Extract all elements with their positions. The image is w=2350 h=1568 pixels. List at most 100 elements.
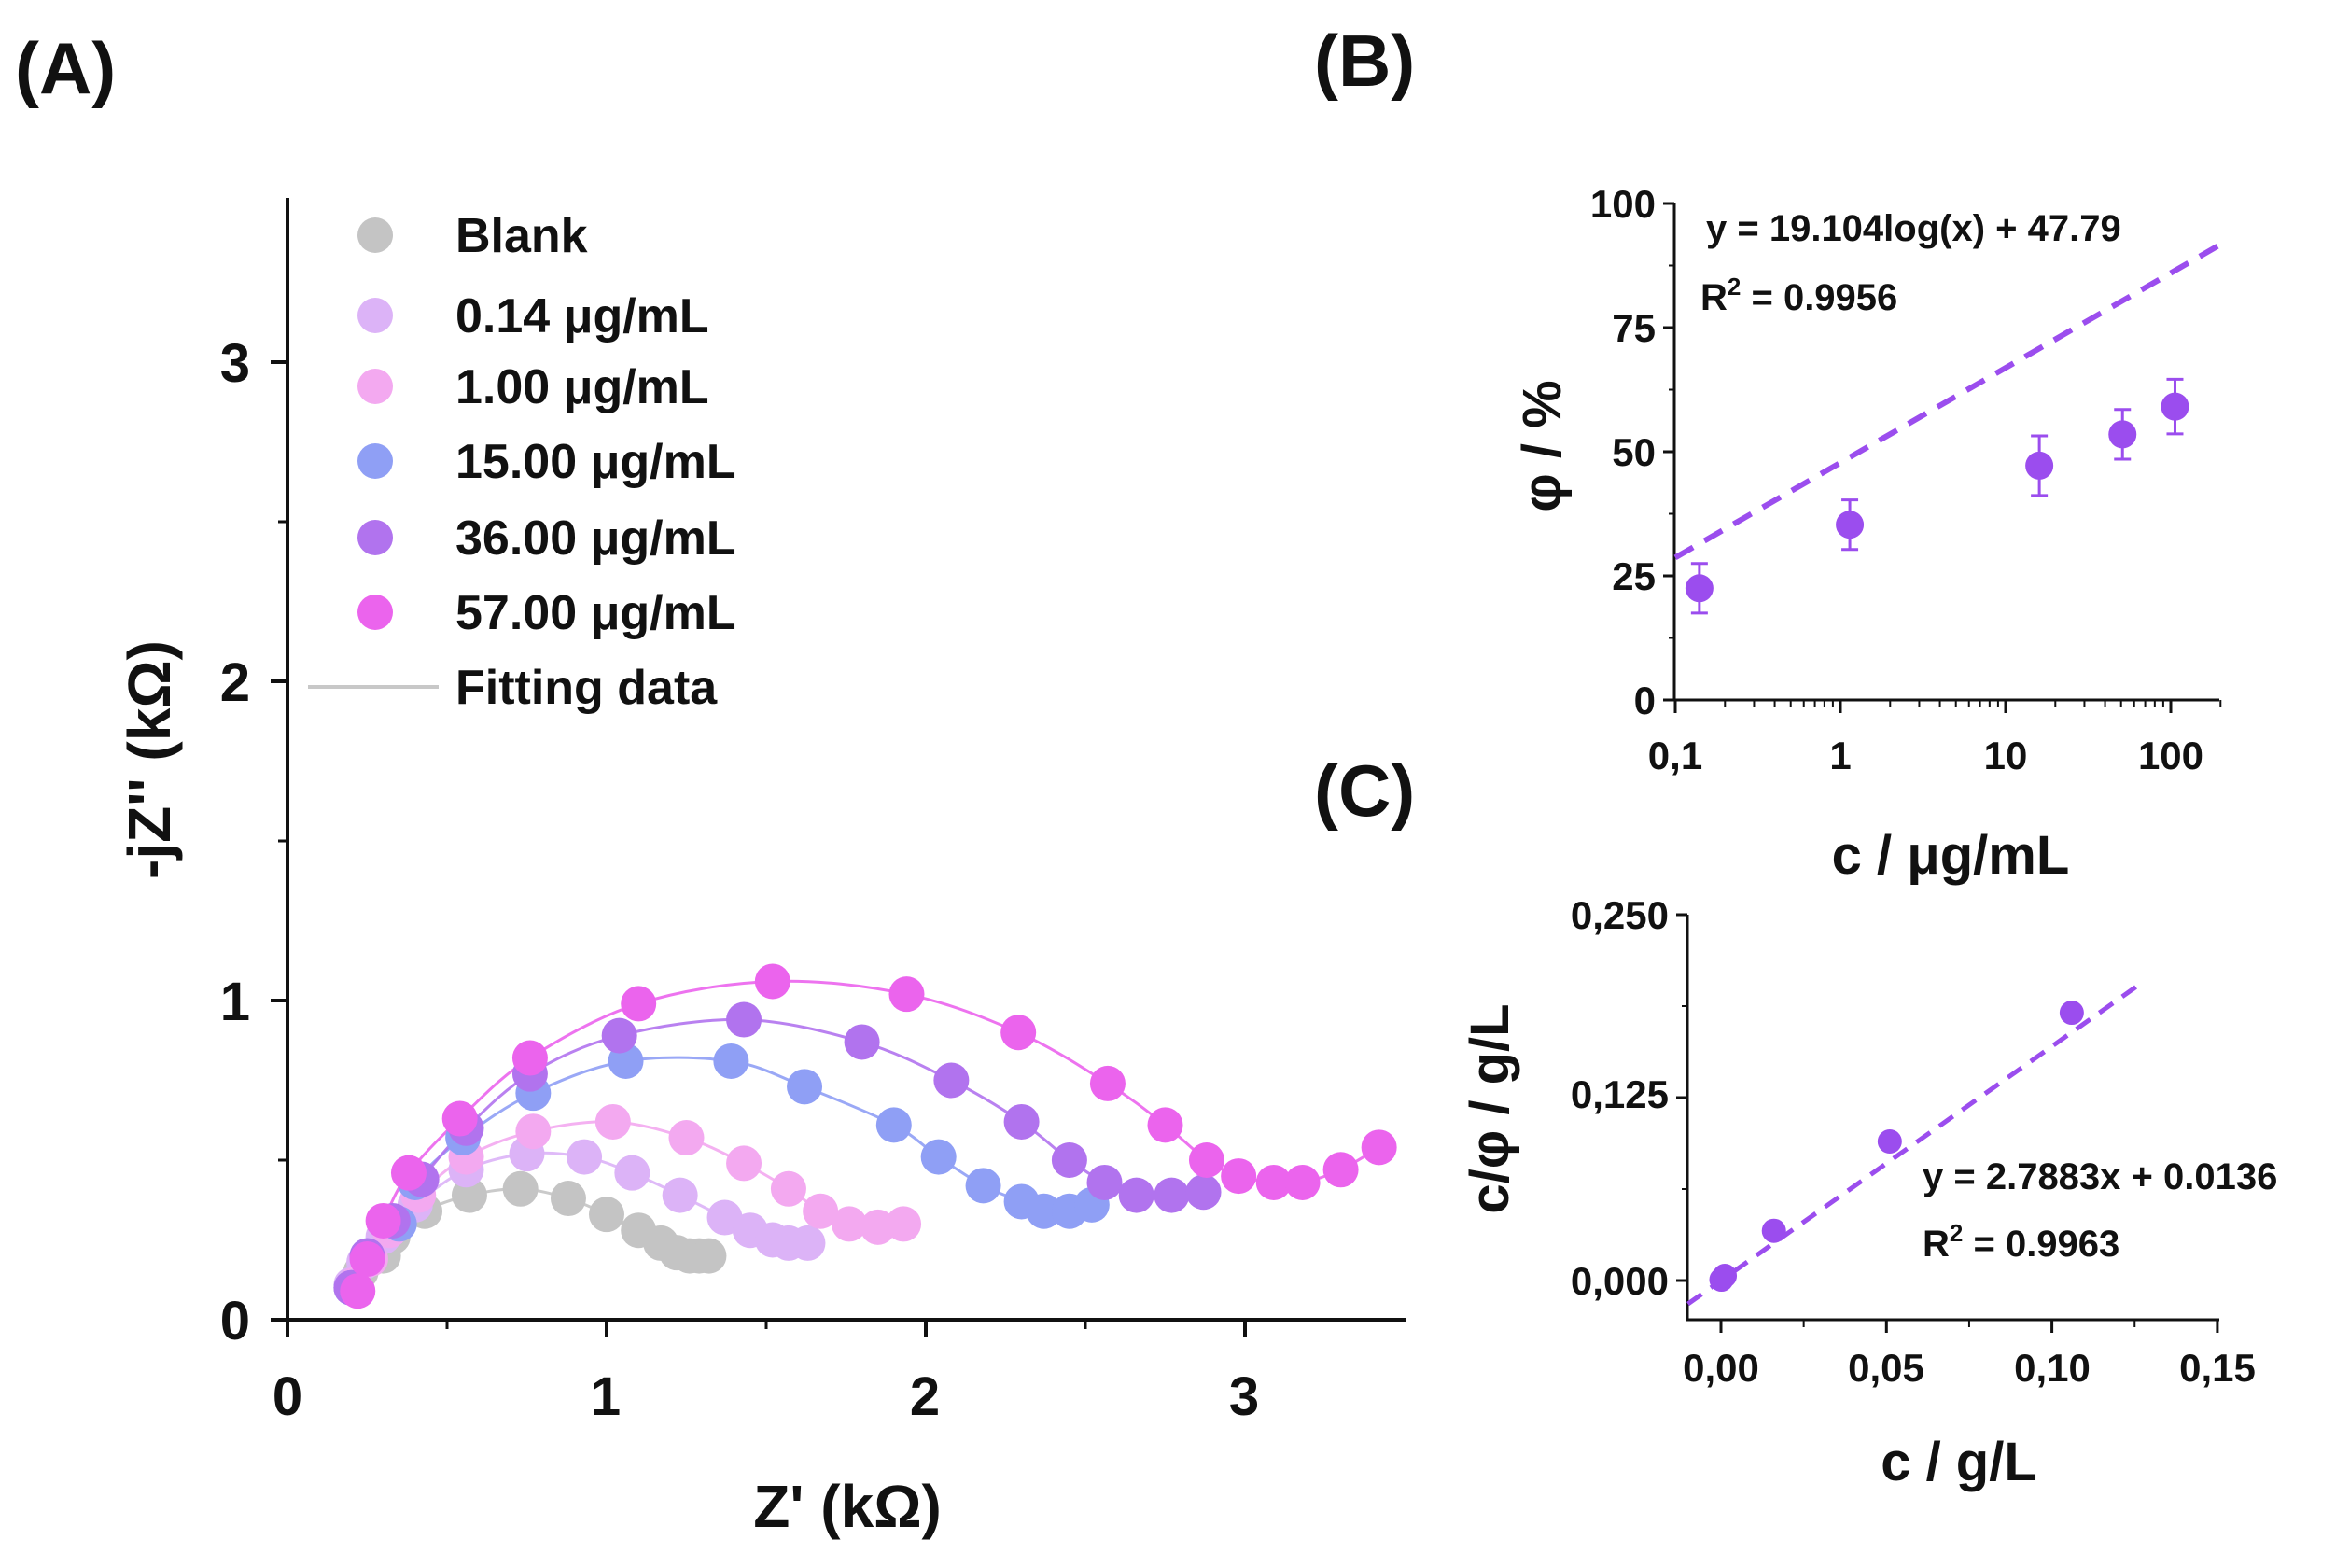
- data-point-series-0: [589, 1197, 624, 1233]
- log-fit-plot: 0 25 50 75 100 0,1 1 10 100 c / μg/mL φ …: [1512, 182, 2222, 886]
- data-point-series-4: [1003, 1103, 1040, 1140]
- nyquist-y-axis-title: -jZ'' (kΩ): [116, 640, 183, 879]
- b-data-point: [1685, 574, 1714, 603]
- nyquist-plot: 0 1 2 3 0 1 2 3 Z' (kΩ) -jZ'' (kΩ) Blank…: [116, 198, 1406, 1540]
- c-data-point: [1713, 1263, 1738, 1288]
- legend-label-1-00: 1.00 μg/mL: [455, 360, 709, 414]
- data-point-series-4: [601, 1017, 637, 1054]
- data-point-series-5: [1089, 1065, 1126, 1101]
- c-data-point: [2059, 1001, 2084, 1026]
- b-data-point: [1836, 511, 1865, 539]
- c-x-tick-label: 0,05: [1848, 1346, 1924, 1390]
- legend-label-15-00: 15.00 μg/mL: [455, 435, 736, 489]
- b-equation: y = 19.104log(x) + 47.79: [1706, 208, 2121, 249]
- data-point-series-5: [441, 1100, 478, 1137]
- data-point-series-3: [787, 1069, 823, 1105]
- b-data-point: [2108, 420, 2137, 449]
- c-r2-label: R: [1923, 1224, 1950, 1265]
- data-point-series-1: [662, 1177, 698, 1213]
- c-y-tick-label: 0,125: [1571, 1072, 1669, 1116]
- nyquist-y-tick-label: 2: [220, 652, 250, 713]
- c-r2-sup: 2: [1950, 1219, 1963, 1247]
- c-x-axis-title: c / g/L: [1881, 1432, 2037, 1492]
- data-point-series-5: [365, 1202, 401, 1239]
- b-data-point: [2161, 392, 2189, 421]
- legend-marker-36-00: [357, 520, 393, 555]
- b-x-tick-label: 0,1: [1648, 734, 1702, 777]
- data-point-series-5: [1255, 1164, 1292, 1200]
- c-r2-value: = 0.9963: [1963, 1224, 2119, 1265]
- data-point-series-4: [1086, 1164, 1123, 1200]
- b-y-tick-label: 25: [1612, 554, 1656, 598]
- data-point-series-2: [831, 1206, 867, 1242]
- legend-label-0-14: 0.14 μg/mL: [455, 289, 709, 343]
- b-y-axis-title: φ / %: [1512, 380, 1573, 511]
- data-point-series-5: [1000, 1015, 1037, 1051]
- linear-fit-plot: 0,000 0,125 0,250 0,00 0,05 0,10 0,15 c …: [1460, 893, 2277, 1492]
- data-point-series-2: [770, 1170, 806, 1207]
- nyquist-x-tick-label: 1: [591, 1366, 621, 1427]
- c-x-tick-label: 0,10: [2014, 1346, 2091, 1390]
- b-fit-line: [1673, 242, 2222, 560]
- nyquist-x-tick-label: 2: [910, 1366, 940, 1427]
- data-point-series-5: [1322, 1152, 1359, 1188]
- c-data-point: [1877, 1129, 1902, 1155]
- data-point-series-4: [1185, 1174, 1222, 1211]
- data-point-series-2: [594, 1103, 631, 1140]
- legend-marker-1-00: [357, 369, 393, 404]
- legend-marker-0-14: [357, 298, 393, 333]
- data-point-series-4: [1154, 1177, 1190, 1213]
- data-point-series-5: [390, 1155, 427, 1191]
- c-r2: R2 = 0.9963: [1923, 1219, 2119, 1265]
- b-x-axis-title: c / μg/mL: [1832, 825, 2070, 886]
- data-point-series-2: [886, 1206, 922, 1242]
- data-point-series-3: [713, 1043, 749, 1079]
- b-r2-value: = 0.9956: [1741, 277, 1897, 318]
- data-point-series-3: [875, 1107, 912, 1143]
- nyquist-y-tick-label: 3: [220, 333, 250, 394]
- data-point-series-4: [726, 1001, 762, 1038]
- c-equation: y = 2.7883x + 0.0136: [1923, 1156, 2277, 1197]
- b-r2-label: R: [1700, 277, 1728, 318]
- data-point-series-2: [726, 1145, 762, 1182]
- c-fit-line: [1686, 978, 2147, 1307]
- data-point-series-5: [1147, 1107, 1183, 1143]
- b-y-tick-label: 50: [1612, 430, 1656, 474]
- c-y-tick-label: 0,000: [1571, 1259, 1669, 1303]
- b-r2: R2 = 0.9956: [1700, 273, 1897, 318]
- data-point-series-2: [515, 1113, 552, 1150]
- panel-label-c: (C): [1314, 749, 1415, 832]
- nyquist-y-tick-label: 0: [220, 1291, 250, 1351]
- b-y-tick-label: 0: [1634, 679, 1656, 722]
- data-point-series-3: [1026, 1193, 1062, 1229]
- data-point-series-5: [888, 976, 925, 1013]
- data-point-series-3: [965, 1168, 1001, 1204]
- nyquist-x-tick-label: 0: [273, 1366, 302, 1427]
- data-point-series-2: [803, 1193, 839, 1229]
- b-y-tick-label: 75: [1612, 306, 1656, 350]
- legend-marker-blank: [357, 217, 393, 253]
- data-point-series-0: [691, 1238, 727, 1274]
- b-y-tick-label: 100: [1590, 182, 1656, 226]
- panel-label-a: (A): [15, 27, 116, 109]
- legend-label-blank: Blank: [455, 209, 588, 263]
- b-x-tick-label: 100: [2138, 734, 2203, 777]
- data-point-series-5: [1361, 1129, 1397, 1166]
- b-data-point: [2025, 451, 2054, 480]
- c-x-tick-label: 0,00: [1683, 1346, 1759, 1390]
- legend-label-57-00: 57.00 μg/mL: [455, 586, 736, 640]
- data-point-series-1: [614, 1155, 650, 1191]
- data-point-series-4: [1118, 1177, 1154, 1213]
- data-point-series-4: [1051, 1142, 1087, 1178]
- data-point-series-5: [340, 1273, 376, 1309]
- c-y-tick-label: 0,250: [1571, 893, 1669, 937]
- data-point-series-0: [502, 1170, 539, 1207]
- c-y-axis-title: c/φ / g/L: [1460, 1003, 1520, 1213]
- nyquist-x-tick-label: 3: [1229, 1366, 1259, 1427]
- legend-marker-15-00: [357, 443, 393, 479]
- data-point-series-5: [1188, 1142, 1224, 1178]
- legend-marker-57-00: [357, 595, 393, 630]
- c-x-tick-label: 0,15: [2179, 1346, 2256, 1390]
- legend-label-36-00: 36.00 μg/mL: [455, 511, 736, 566]
